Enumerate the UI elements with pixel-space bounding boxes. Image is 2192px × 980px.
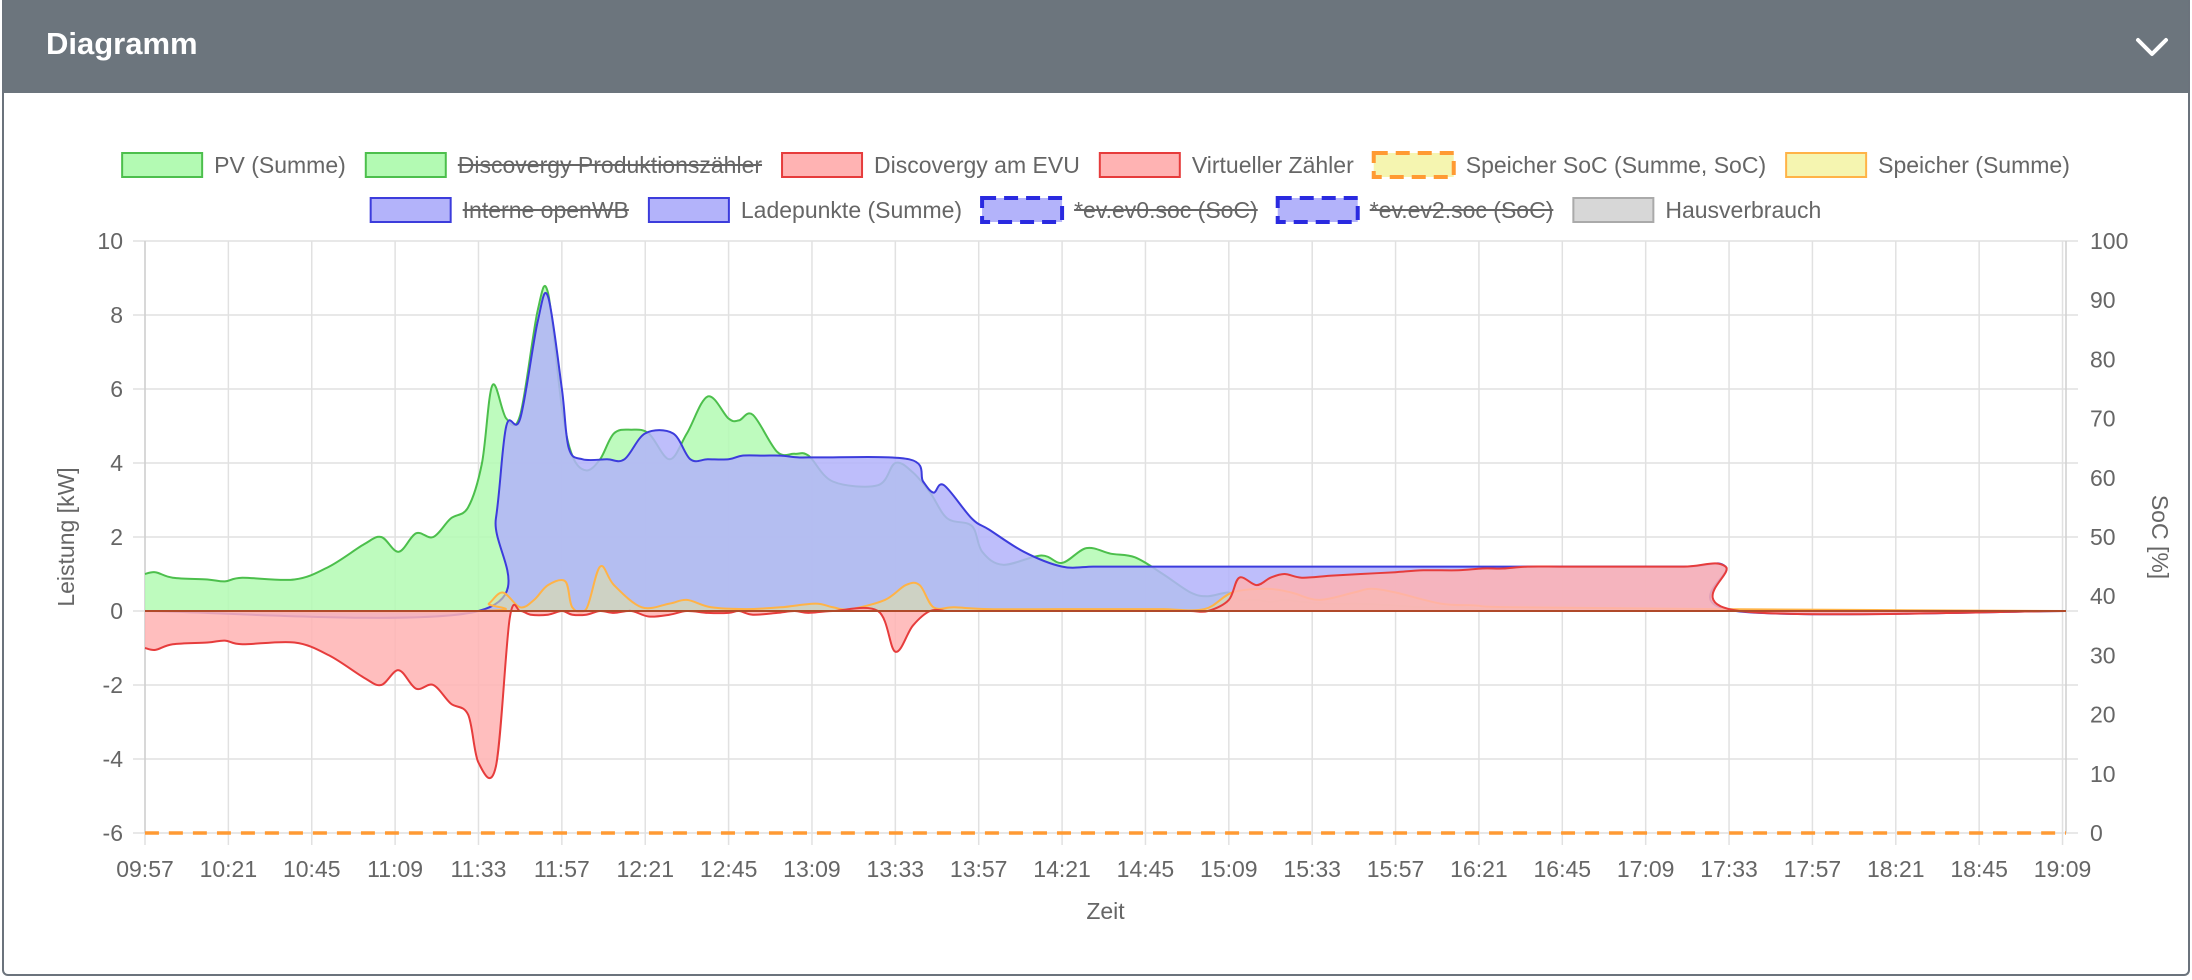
x-tick-15: 15:57: [1367, 856, 1425, 882]
x-tick-1: 10:21: [200, 856, 258, 882]
legend-swatch-7[interactable]: [647, 197, 730, 223]
legend-swatch-1[interactable]: [364, 152, 447, 178]
x-tick-12: 14:45: [1117, 856, 1175, 882]
x-tick-11: 14:21: [1033, 856, 1091, 882]
x-tick-19: 17:33: [1700, 856, 1758, 882]
x-tick-3: 11:09: [367, 856, 423, 882]
x-tick-17: 16:45: [1534, 856, 1592, 882]
legend-label-7[interactable]: Ladepunkte (Summe): [741, 197, 962, 223]
legend-swatch-10[interactable]: [1572, 197, 1655, 223]
y-left-tick-3: 0: [110, 598, 123, 624]
legend-swatch-8[interactable]: [980, 196, 1065, 224]
chevron-down-icon-svg: [2136, 38, 2168, 56]
legend-swatch-5[interactable]: [1785, 152, 1868, 178]
legend-swatch-9[interactable]: [1275, 196, 1360, 224]
legend-label-0[interactable]: PV (Summe): [214, 152, 346, 178]
y-left-tick-2: -2: [103, 672, 123, 698]
y-right-tick-6: 60: [2090, 465, 2116, 491]
x-tick-21: 18:21: [1867, 856, 1925, 882]
card-header[interactable]: Diagramm: [4, 0, 2188, 93]
x-tick-5: 11:57: [534, 856, 590, 882]
x-tick-10: 13:57: [950, 856, 1008, 882]
legend-label-5[interactable]: Speicher (Summe): [1878, 152, 2070, 178]
y-right-tick-9: 90: [2090, 287, 2116, 313]
y-left-tick-4: 2: [110, 524, 123, 550]
legend-swatch-0[interactable]: [121, 152, 204, 178]
series-area-pv-summe: [145, 285, 2066, 612]
y-left-tick-1: -4: [103, 746, 124, 772]
y-right-tick-2: 20: [2090, 702, 2116, 728]
y-right-tick-5: 50: [2090, 524, 2116, 550]
x-tick-20: 17:57: [1784, 856, 1842, 882]
legend-label-2[interactable]: Discovergy am EVU: [874, 152, 1080, 178]
legend-swatch-4[interactable]: [1371, 151, 1456, 179]
legend-label-3[interactable]: Virtueller Zähler: [1192, 152, 1354, 178]
y-right-tick-1: 10: [2090, 761, 2116, 787]
y-right-tick-4: 40: [2090, 583, 2116, 609]
legend-swatch-6[interactable]: [369, 197, 452, 223]
x-tick-13: 15:09: [1200, 856, 1258, 882]
x-tick-7: 12:45: [700, 856, 758, 882]
x-tick-4: 11:33: [451, 856, 507, 882]
y-left-tick-5: 4: [110, 450, 123, 476]
x-tick-8: 13:09: [783, 856, 841, 882]
x-tick-14: 15:33: [1283, 856, 1341, 882]
y-right-tick-7: 70: [2090, 406, 2116, 432]
x-tick-18: 17:09: [1617, 856, 1675, 882]
x-axis-title: Zeit: [1086, 898, 1125, 924]
x-tick-9: 13:33: [867, 856, 925, 882]
y-right-tick-8: 80: [2090, 346, 2116, 372]
y-left-axis-title: Leistung [kW]: [53, 467, 79, 606]
y-right-tick-0: 0: [2090, 820, 2103, 846]
y-left-tick-0: -6: [103, 820, 123, 846]
chevron-down-icon[interactable]: [2130, 26, 2174, 66]
x-tick-6: 12:21: [616, 856, 674, 882]
legend-label-10[interactable]: Hausverbrauch: [1665, 197, 1821, 223]
x-tick-23: 19:09: [2034, 856, 2092, 882]
series-area-ladepunkte-summe: [145, 292, 2066, 618]
series-line-ladepunkte-summe: [144, 291, 2067, 619]
x-tick-0: 09:57: [116, 856, 174, 882]
y-right-axis-title: SoC [%]: [2147, 495, 2173, 579]
y-left-tick-8: 10: [97, 228, 123, 254]
card-title: Diagramm: [46, 26, 198, 61]
legend-swatch-3[interactable]: [1098, 152, 1181, 178]
legend-label-4[interactable]: Speicher SoC (Summe, SoC): [1466, 152, 1766, 178]
x-tick-16: 16:21: [1450, 856, 1508, 882]
y-left-tick-7: 8: [110, 302, 123, 328]
x-tick-2: 10:45: [283, 856, 341, 882]
y-right-tick-3: 30: [2090, 642, 2116, 668]
x-tick-22: 18:45: [1950, 856, 2008, 882]
legend-swatch-2[interactable]: [781, 152, 864, 178]
y-right-tick-10: 100: [2090, 228, 2128, 254]
y-left-tick-6: 6: [110, 376, 123, 402]
series-area-speicher-summe: [145, 565, 2066, 613]
